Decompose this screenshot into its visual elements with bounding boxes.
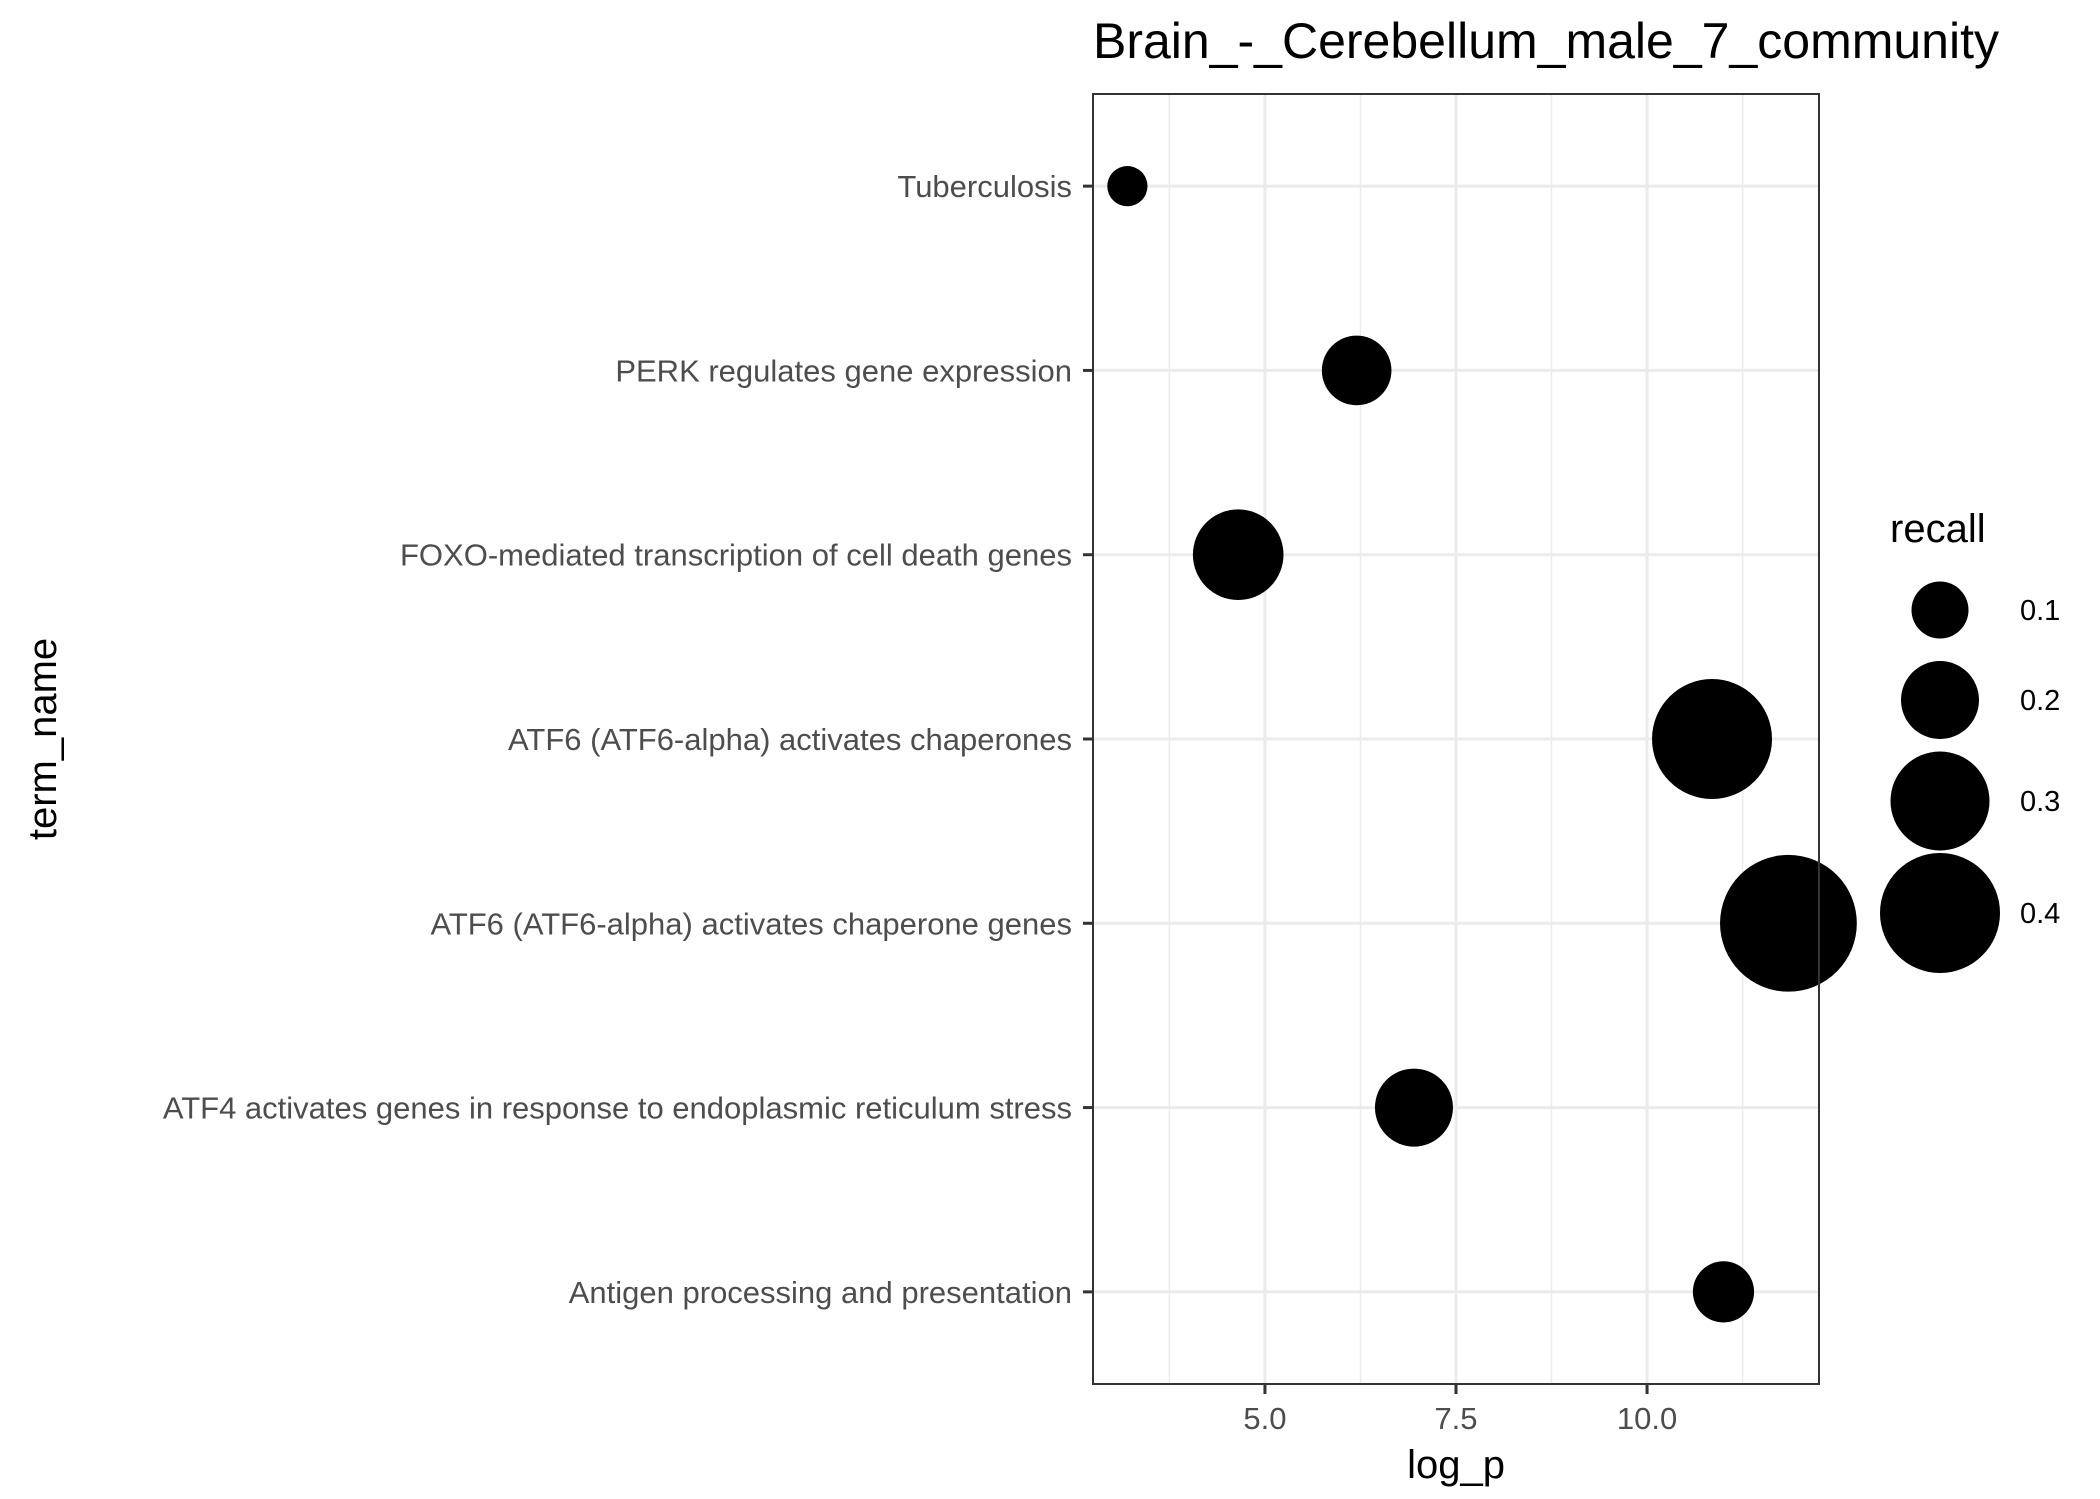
legend-label-1: 0.2 <box>2020 685 2060 717</box>
data-point-5 <box>1374 1068 1453 1147</box>
data-point-0 <box>1107 166 1148 207</box>
y-tick-label-2: FOXO-mediated transcription of cell deat… <box>400 538 1072 573</box>
legend-label-0: 0.1 <box>2020 595 2060 627</box>
y-tick-label-3: ATF6 (ATF6-alpha) activates chaperones <box>508 722 1072 757</box>
legend-key-circle-3 <box>1880 853 2000 973</box>
data-point-2 <box>1192 509 1284 601</box>
data-point-4 <box>1720 854 1857 992</box>
data-point-6 <box>1692 1261 1755 1323</box>
data-point-3 <box>1652 679 1773 799</box>
y-tick-label-0: Tuberculosis <box>897 169 1072 204</box>
size-legend: recall 0.1 0.2 0.3 0.4 <box>1880 507 2060 973</box>
legend-key-circle-0 <box>1911 581 1969 639</box>
x-tick-label-0: 5.0 <box>1243 1401 1286 1436</box>
y-tick-label-5: ATF4 activates genes in response to endo… <box>163 1091 1072 1126</box>
y-tick-label-6: Antigen processing and presentation <box>569 1275 1072 1310</box>
x-tick-label-2: 10.0 <box>1617 1401 1677 1436</box>
y-axis-title: term_name <box>21 638 65 840</box>
legend-key-circle-2 <box>1890 751 1990 851</box>
legend-label-2: 0.3 <box>2020 786 2060 818</box>
chart-title: Brain_-_Cerebellum_male_7_community <box>1093 13 1999 69</box>
y-tick-label-4: ATF6 (ATF6-alpha) activates chaperone ge… <box>430 906 1072 941</box>
x-axis-title: log_p <box>1407 1443 1505 1487</box>
data-point-1 <box>1321 335 1392 406</box>
legend-key-circle-1 <box>1901 661 1979 739</box>
y-tick-label-1: PERK regulates gene expression <box>615 353 1072 388</box>
x-tick-label-1: 7.5 <box>1434 1401 1477 1436</box>
y-axis: Tuberculosis PERK regulates gene expressi… <box>163 169 1093 1310</box>
x-axis: 5.0 7.5 10.0 <box>1243 1384 1677 1436</box>
legend-title: recall <box>1890 507 1986 551</box>
legend-label-3: 0.4 <box>2020 898 2060 930</box>
data-points <box>1107 166 1857 1323</box>
